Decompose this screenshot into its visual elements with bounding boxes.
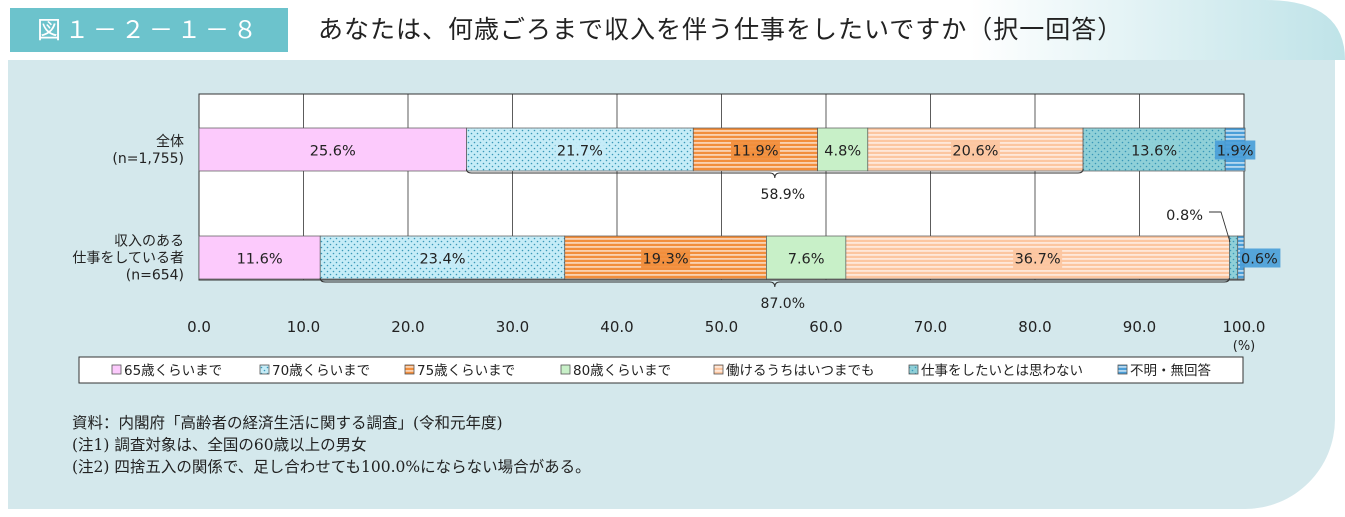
footnote-1: (注1) 調査対象は、全国の60歳以上の男女 — [72, 436, 367, 454]
chart-panel: 0.0 10.0 20.0 30.0 40.0 50.0 60.0 70.0 80.0 90.0 1… — [8, 60, 1335, 509]
x-tick-label: 0.0 — [187, 318, 211, 336]
data-label-background — [950, 140, 1000, 160]
legend-label: 80歳くらいまで — [573, 363, 671, 379]
data-label: 0.8% — [1166, 208, 1203, 224]
legend-swatch-80歳くらいまで — [560, 364, 571, 375]
bracket-total-label: 58.9% — [761, 187, 805, 203]
legend-swatch-75歳くらいまで — [404, 364, 415, 375]
data-label: 11.6% — [237, 252, 283, 268]
x-tick-label: 40.0 — [600, 318, 633, 336]
data-label-background — [1214, 140, 1256, 160]
data-label: 21.7% — [557, 144, 603, 160]
legend-label: 75歳くらいまで — [417, 363, 515, 379]
data-label: 1.9% — [1217, 144, 1254, 160]
data-label-background — [785, 248, 827, 268]
title-banner-background — [0, 0, 1345, 60]
category-label: 仕事をしている者 — [72, 251, 184, 267]
data-label-background — [1240, 248, 1281, 268]
legend-label: 70歳くらいまで — [272, 363, 370, 379]
data-label: 0.6% — [1241, 252, 1278, 268]
legend-swatch-働けるうちはいつまでも — [713, 364, 724, 375]
bracket — [466, 168, 1084, 179]
data-label: 23.4% — [419, 252, 465, 268]
x-tick-label: 60.0 — [809, 318, 842, 336]
category-label: (n=654) — [126, 268, 184, 284]
data-label: 19.3% — [643, 252, 689, 268]
bar-segment-仕事をしたいとは思わない — [1229, 235, 1239, 280]
footnote-2: (注2) 四捨五入の関係で、足し合わせても100.0%にならない場合がある。 — [72, 458, 591, 476]
legend-box — [78, 356, 1244, 384]
x-tick-label: 80.0 — [1018, 318, 1051, 336]
category-label: (n=1,755) — [112, 151, 184, 167]
legend-label: 65歳くらいまで — [124, 363, 222, 379]
legend-label: 働けるうちはいつまでも — [726, 363, 875, 379]
figure-title: あなたは、何歳ごろまで収入を伴う仕事をしたいですか（択一回答） — [318, 15, 1124, 44]
data-label: 11.9% — [732, 144, 778, 160]
x-tick-label: 10.0 — [287, 318, 320, 336]
legend-swatch-仕事をしたいとは思わない — [908, 364, 919, 375]
legend-label: 仕事をしたいとは思わない — [921, 363, 1083, 379]
legend-swatch-65歳くらいまで — [111, 364, 122, 375]
data-label-background — [822, 140, 863, 160]
data-label: 36.7% — [1015, 252, 1061, 268]
x-tick-label: 20.0 — [391, 318, 424, 336]
source-note: 資料：内閣府「高齢者の経済生活に関する調査」(令和元年度) — [72, 414, 503, 432]
data-label-background — [730, 140, 780, 160]
figure-number-label: 図１－２－１－８ — [10, 8, 288, 52]
legend-swatch-70歳くらいまで — [259, 364, 270, 375]
category-label: 全体 — [156, 133, 184, 150]
category-label: 収入のある — [114, 234, 184, 250]
bracket — [319, 277, 1230, 288]
x-tick-label: 100.0 — [1223, 318, 1266, 336]
data-label: 4.8% — [824, 144, 861, 160]
data-label-background — [1129, 140, 1179, 160]
data-label: 13.6% — [1131, 144, 1177, 160]
data-label: 25.6% — [310, 144, 356, 160]
leader-line — [1209, 211, 1231, 243]
x-tick-label: 70.0 — [914, 318, 947, 336]
data-label-background — [308, 140, 358, 160]
x-tick-label: 50.0 — [705, 318, 738, 336]
bracket-total-label: 87.0% — [761, 296, 805, 312]
x-unit-label: (%) — [1233, 339, 1256, 354]
data-label-background — [641, 248, 691, 268]
data-label: 7.6% — [788, 252, 825, 268]
x-tick-label: 30.0 — [496, 318, 529, 336]
stacked-bar-chart: 0.0 10.0 20.0 30.0 40.0 50.0 60.0 70.0 80.0 90.0 1… — [72, 93, 1281, 384]
data-label-background — [417, 248, 467, 268]
data-label-background — [555, 140, 605, 160]
data-label: 20.6% — [952, 144, 998, 160]
data-label-background — [1013, 248, 1063, 268]
data-label-background — [235, 248, 285, 268]
x-tick-label: 90.0 — [1123, 318, 1156, 336]
legend-label: 不明・無回答 — [1130, 362, 1211, 379]
legend-swatch-不明・無回答 — [1117, 364, 1128, 375]
